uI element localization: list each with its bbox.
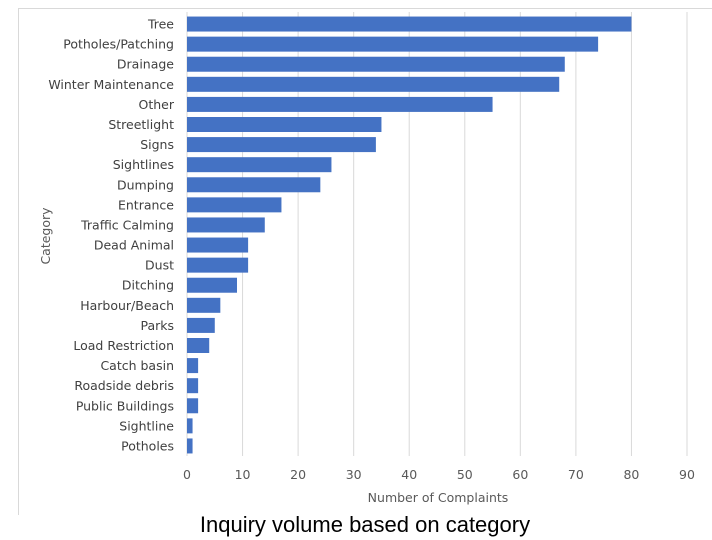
category-label: Catch basin <box>100 358 174 373</box>
bar <box>187 96 493 112</box>
bar <box>187 398 199 414</box>
x-tick-label: 30 <box>346 467 362 482</box>
category-label: Ditching <box>122 278 174 293</box>
x-tick-label: 50 <box>457 467 473 482</box>
category-label: Sightlines <box>113 157 174 172</box>
bar <box>187 237 249 253</box>
bar <box>187 257 249 273</box>
bar <box>187 418 193 434</box>
x-tick-label: 10 <box>235 467 251 482</box>
bar <box>187 137 376 153</box>
bar <box>187 16 632 32</box>
category-label: Streetlight <box>108 117 174 132</box>
x-tick-labels: 0 10 20 30 40 50 60 70 80 90 <box>183 467 695 482</box>
category-label: Dumping <box>117 177 174 192</box>
category-label: Drainage <box>117 57 174 72</box>
category-label: Public Buildings <box>76 398 174 413</box>
category-label: Tree <box>147 17 174 32</box>
x-tick-label: 0 <box>183 467 191 482</box>
bar <box>187 76 560 92</box>
bar <box>187 297 221 313</box>
category-label: Dust <box>145 258 174 273</box>
bar <box>187 197 282 213</box>
category-label: Load Restriction <box>73 338 174 353</box>
bar <box>187 338 210 353</box>
bar <box>187 438 193 454</box>
x-tick-label: 80 <box>623 467 639 482</box>
category-label: Parks <box>140 318 174 333</box>
bars <box>187 16 632 454</box>
bar <box>187 317 215 333</box>
x-tick-label: 90 <box>679 467 695 482</box>
category-label: Dead Animal <box>94 238 174 253</box>
category-label: Winter Maintenance <box>48 77 174 92</box>
bar <box>187 36 599 52</box>
category-label: Potholes <box>121 438 174 453</box>
category-label: Signs <box>140 137 174 152</box>
category-labels: Tree Potholes/Patching Drainage Winter Main… <box>48 17 175 454</box>
bar <box>187 217 265 233</box>
x-tick-label: 20 <box>290 467 306 482</box>
x-tick-label: 70 <box>568 467 584 482</box>
x-axis-title: Number of Complaints <box>368 490 509 505</box>
category-label: Sightline <box>119 418 174 433</box>
bar <box>187 117 382 132</box>
bar <box>187 277 237 293</box>
category-label: Harbour/Beach <box>80 298 174 313</box>
bar <box>187 157 332 173</box>
category-label: Other <box>139 97 175 112</box>
x-tick-label: 40 <box>401 467 417 482</box>
category-label: Traffic Calming <box>80 217 174 232</box>
bar <box>187 177 321 193</box>
bar <box>187 56 565 72</box>
bar-chart: Tree Potholes/Patching Drainage Winter Main… <box>38 12 695 505</box>
category-label: Entrance <box>118 197 174 212</box>
chart-frame <box>18 8 712 515</box>
y-axis-title: Category <box>38 207 53 265</box>
x-tick-label: 60 <box>512 467 528 482</box>
category-label: Potholes/Patching <box>63 37 174 52</box>
chart-caption: Inquiry volume based on category <box>199 512 531 537</box>
category-label: Roadside debris <box>74 378 174 393</box>
bar <box>187 378 199 394</box>
bar <box>187 358 199 374</box>
